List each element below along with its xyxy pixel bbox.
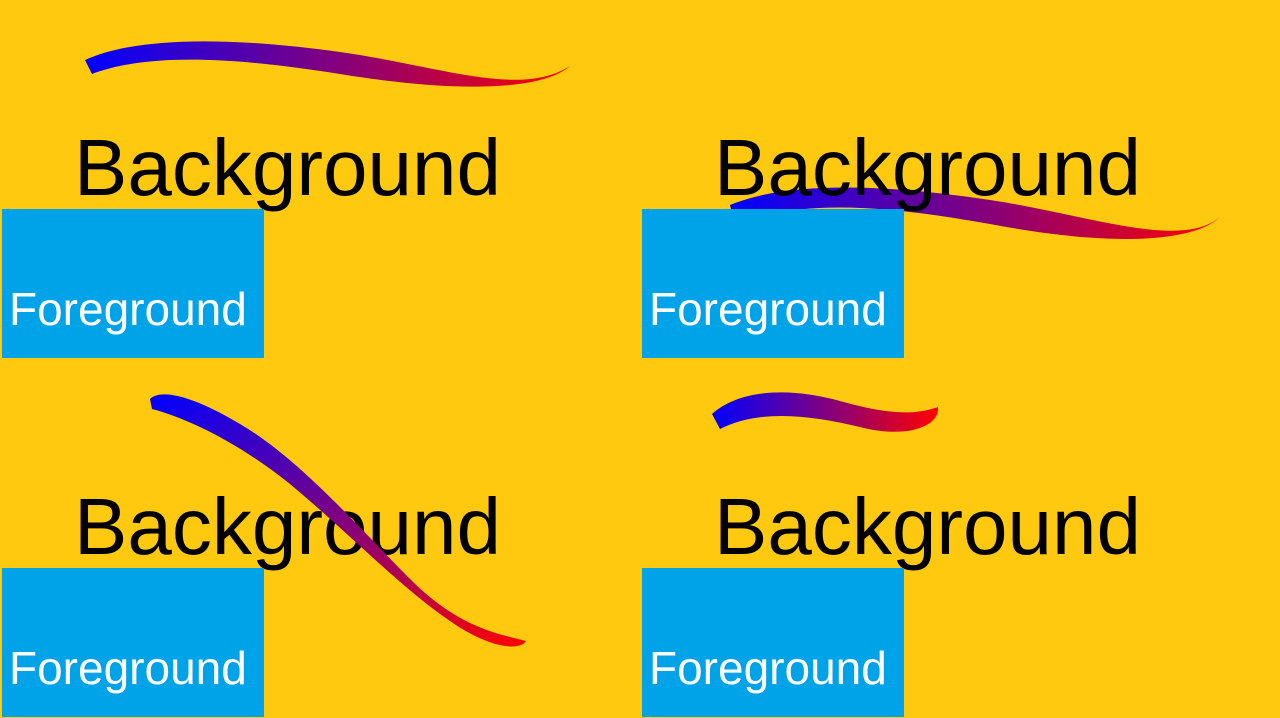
background-label: Background	[714, 123, 1141, 212]
background-label: Background	[74, 482, 501, 571]
foreground-label: Foreground	[9, 283, 247, 335]
panel-top-right: Background Foreground	[640, 0, 1280, 359]
foreground-box: Foreground	[642, 209, 904, 358]
panel-bottom-left: Background Foreground	[0, 359, 640, 718]
panel-bottom-right: Background Foreground	[640, 359, 1280, 718]
foreground-label: Foreground	[649, 642, 887, 694]
panel-top-left: Background Foreground	[0, 0, 640, 359]
background-label: Background	[74, 123, 501, 212]
background-label: Background	[714, 482, 1141, 571]
foreground-label: Foreground	[649, 283, 887, 335]
foreground-box: Foreground	[2, 568, 264, 717]
foreground-label: Foreground	[9, 642, 247, 694]
foreground-box: Foreground	[2, 209, 264, 358]
foreground-box: Foreground	[642, 568, 904, 717]
